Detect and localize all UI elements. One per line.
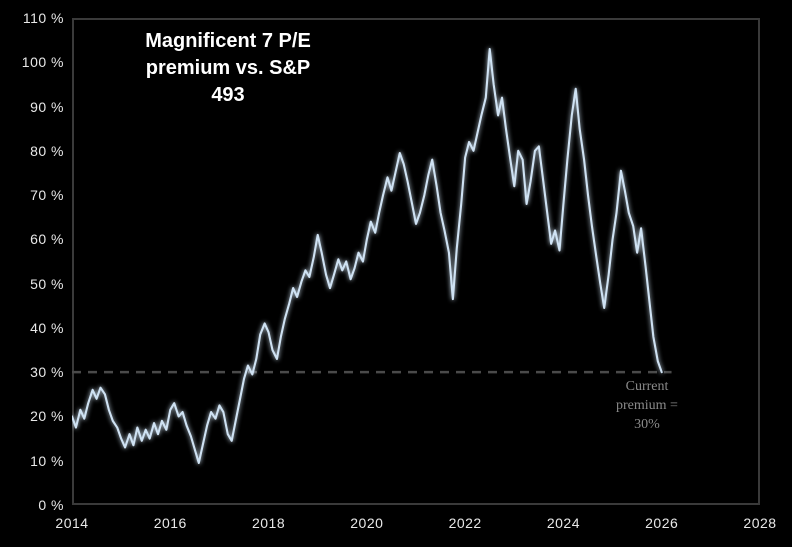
y-axis-tick-label: 0 %	[38, 497, 64, 513]
y-axis-tick-label: 10 %	[30, 452, 64, 469]
chart-title-line-3: 493	[211, 84, 245, 106]
y-axis-labels: 0 % 10 % 20 % 30 % 40 % 50 % 60 % 70 % 80 % 90 % 1…	[0, 0, 66, 547]
data-series-line	[72, 47, 663, 464]
chart-plot-area	[72, 47, 672, 464]
x-axis-tick-label: 2022	[448, 515, 482, 531]
y-axis-tick-label: 90 %	[30, 98, 64, 115]
x-axis-tick-label: 2016	[153, 515, 187, 531]
annotation-line-1: Current	[625, 379, 669, 394]
annotation-line-3: 30%	[634, 416, 660, 432]
chart-title-line-1: Magnificent 7 P/E	[145, 30, 311, 52]
x-axis-tick-label: 2028	[743, 515, 777, 531]
x-axis-tick-label: 2014	[55, 515, 89, 531]
y-axis-tick-label: 70 %	[30, 187, 64, 204]
y-axis-tick-label: 20 %	[30, 408, 64, 425]
y-axis-tick-label: 80 %	[30, 142, 64, 159]
x-axis-tick-label: 2026	[645, 515, 679, 531]
current-premium-annotation: Current premium = 30%	[592, 378, 702, 435]
x-axis-tick-label: 2018	[251, 515, 286, 531]
annotation-line-2: premium =	[616, 397, 678, 413]
y-axis-tick-label: 30 %	[30, 364, 64, 381]
x-axis-tick-label: 2020	[350, 515, 384, 531]
y-axis-tick-label: 40 %	[30, 319, 64, 336]
chart-title: Magnificent 7 P/E premium vs. S&P 493	[108, 28, 348, 109]
chart-title-line-2: premium vs. S&P	[145, 57, 311, 79]
y-axis-tick-label: 100 %	[21, 54, 64, 71]
y-axis-tick-label: 60 %	[30, 231, 64, 248]
x-axis-tick-label: 2024	[546, 515, 580, 531]
y-axis-tick-label: 50 %	[30, 275, 64, 292]
y-axis-tick-label: 110 %	[22, 10, 64, 26]
